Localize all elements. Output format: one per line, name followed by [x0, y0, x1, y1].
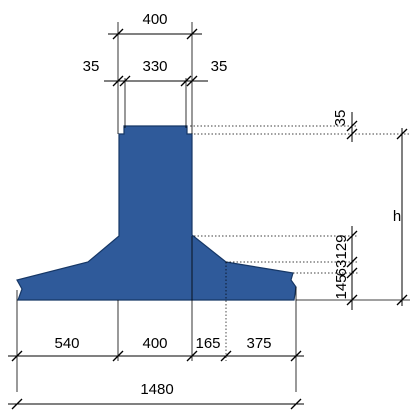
- tick: [346, 128, 358, 140]
- dim-label-bottom-540: 540: [54, 335, 79, 352]
- tick: [346, 256, 358, 268]
- tick: [119, 75, 131, 87]
- tick: [346, 267, 358, 279]
- dim-label-height: h: [393, 208, 401, 225]
- tick: [396, 128, 408, 140]
- tick: [186, 75, 198, 87]
- tick: [186, 28, 198, 40]
- dim-label-bottom-400: 400: [142, 335, 167, 352]
- dim-label-vertical-145: 145: [333, 274, 350, 299]
- dim-label-top-inner: 330: [142, 58, 167, 75]
- tick: [112, 28, 124, 40]
- dim-label-total-width: 1480: [140, 381, 173, 398]
- tick: [346, 120, 358, 132]
- tick: [112, 350, 124, 362]
- dim-label-vertical-63: 63: [333, 260, 350, 277]
- dim-label-left-chamfer: 35: [83, 58, 100, 75]
- dim-label-vertical-129: 129: [333, 234, 350, 259]
- tick: [11, 398, 23, 410]
- tick: [112, 75, 124, 87]
- tick: [346, 230, 358, 242]
- dim-label-bottom-165: 165: [195, 335, 220, 352]
- tick: [186, 350, 198, 362]
- dim-label-bottom-375: 375: [246, 335, 271, 352]
- tick: [220, 350, 232, 362]
- dim-label-right-chamfer: 35: [211, 58, 228, 75]
- beam-cross-section: [16, 125, 297, 301]
- dim-label-vertical-top: 35: [332, 110, 349, 127]
- tick: [290, 398, 302, 410]
- dim-label-top-width: 400: [142, 11, 167, 28]
- tick: [290, 350, 302, 362]
- tick: [180, 75, 192, 87]
- tick: [11, 350, 23, 362]
- tick: [396, 294, 408, 306]
- tick: [346, 294, 358, 306]
